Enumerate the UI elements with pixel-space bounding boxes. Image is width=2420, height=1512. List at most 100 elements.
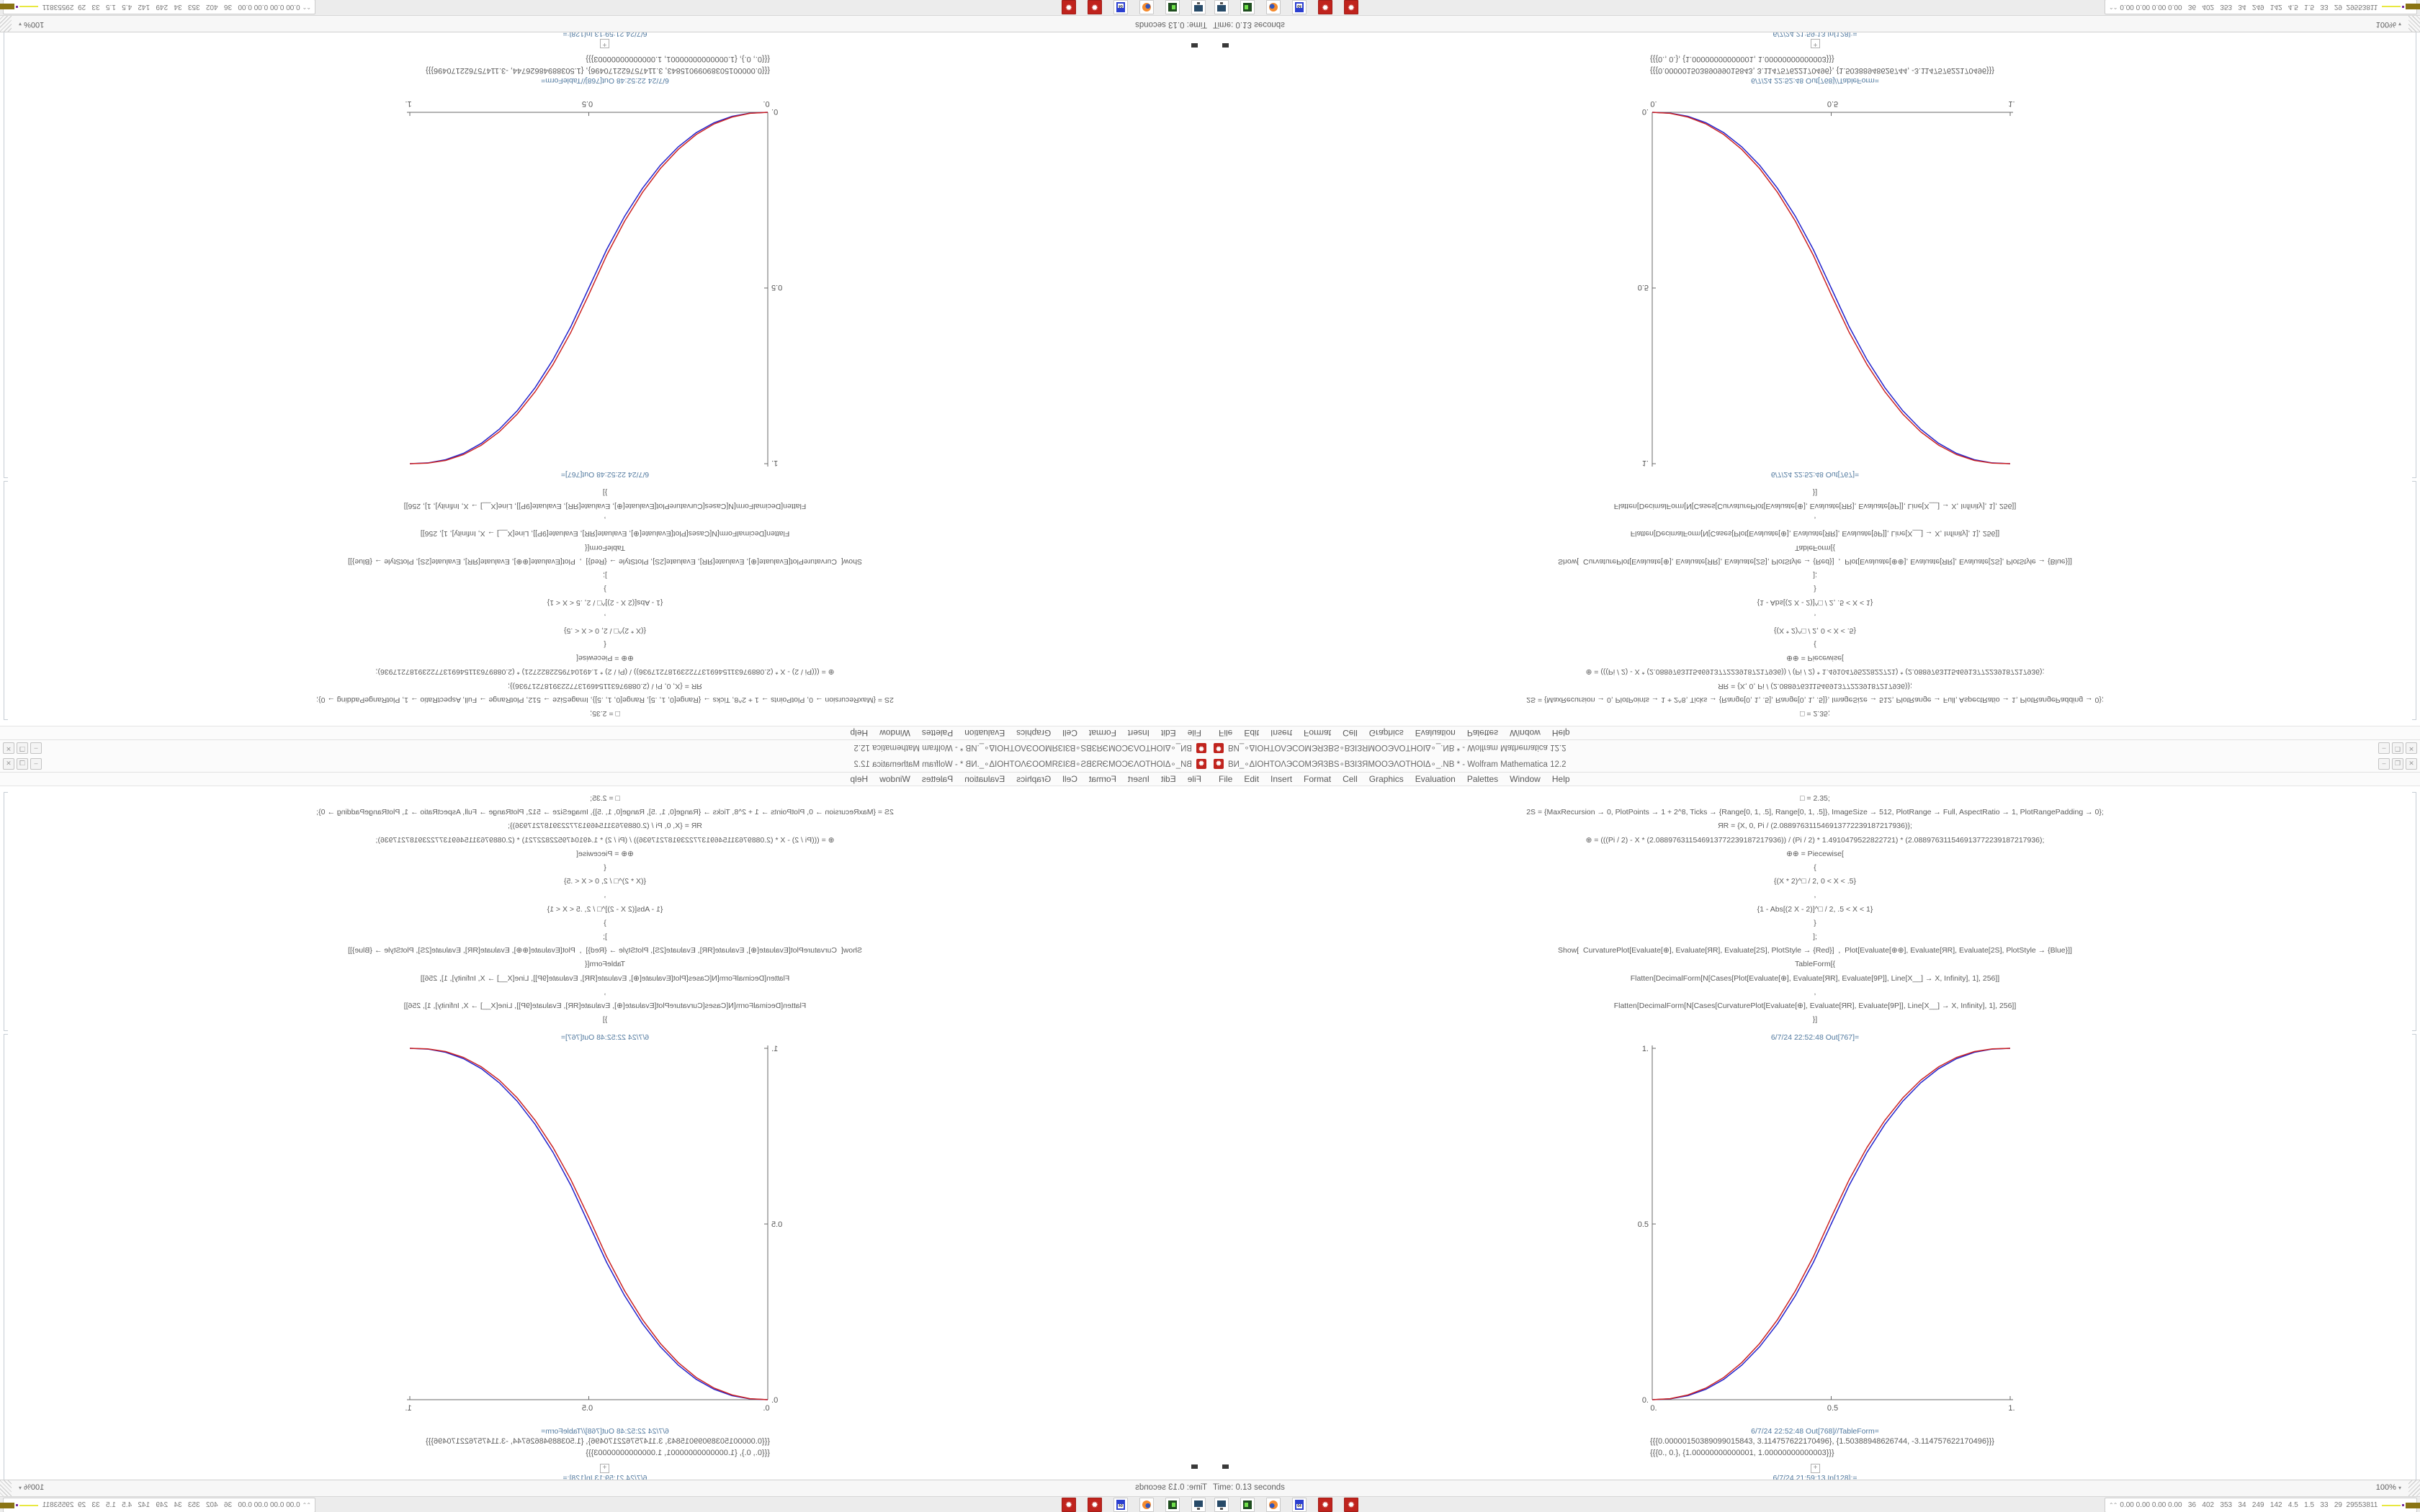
minimize-button[interactable]: –: [30, 742, 42, 754]
resize-grip[interactable]: [0, 1480, 12, 1496]
mathematica-icon[interactable]: ✹: [1318, 0, 1332, 14]
menu-item[interactable]: Palettes: [921, 728, 954, 738]
maximize-button[interactable]: ❐: [2392, 758, 2403, 770]
input-cell[interactable]: □ = 2.35; 2S = {MaxRecursion → 0, PlotPoi…: [0, 485, 1210, 720]
mathematica-icon[interactable]: ✹: [1318, 1498, 1332, 1512]
notebook-content[interactable]: □ = 2.35; 2S = {MaxRecursion → 0, PlotPoi…: [0, 786, 1210, 1480]
menu-item[interactable]: File: [1187, 774, 1201, 784]
menu-item[interactable]: Edit: [1244, 728, 1260, 738]
output-cell-bracket[interactable]: [2412, 1034, 2416, 1480]
input-cell-bracket[interactable]: [4, 792, 8, 1031]
minimize-button[interactable]: –: [2378, 742, 2390, 754]
input-cell[interactable]: □ = 2.35; 2S = {MaxRecursion → 0, PlotPoi…: [1210, 792, 2420, 1027]
firefox-icon[interactable]: [1266, 0, 1281, 14]
menu-item[interactable]: File: [1219, 774, 1233, 784]
notebook-content[interactable]: □ = 2.35; 2S = {MaxRecursion → 0, PlotPoi…: [0, 32, 1210, 726]
close-button[interactable]: ✕: [2406, 758, 2417, 770]
menu-item[interactable]: Palettes: [1466, 728, 1499, 738]
close-button[interactable]: ✕: [2406, 742, 2417, 754]
menu-item[interactable]: Evaluation: [1415, 728, 1456, 738]
mathematica-icon[interactable]: ✹: [1344, 1498, 1358, 1512]
menu-item[interactable]: Edit: [1160, 728, 1176, 738]
resize-grip[interactable]: [2408, 1480, 2420, 1496]
menu-item[interactable]: Cell: [1062, 774, 1077, 784]
menu-item[interactable]: Palettes: [1466, 774, 1499, 784]
floppy-disk-icon[interactable]: 64: [1113, 1498, 1128, 1512]
menu-item[interactable]: Evaluation: [964, 728, 1005, 738]
maximize-button[interactable]: ❐: [17, 758, 28, 770]
firefox-icon[interactable]: [1139, 0, 1154, 14]
insert-cell-plus-icon[interactable]: +: [600, 1464, 609, 1473]
menu-item[interactable]: Graphics: [1016, 728, 1052, 738]
close-button[interactable]: ✕: [3, 758, 14, 770]
menu-item[interactable]: File: [1219, 728, 1233, 738]
insert-cell-plus-icon[interactable]: +: [1811, 1464, 1820, 1473]
magnification-control[interactable]: 100% ▾: [19, 20, 44, 29]
menu-item[interactable]: Cell: [1062, 728, 1077, 738]
insert-cell-plus-icon[interactable]: +: [1811, 39, 1820, 48]
menu-item[interactable]: Insert: [1270, 728, 1293, 738]
magnification-control[interactable]: 100% ▾: [2376, 20, 2401, 29]
firefox-icon[interactable]: [1266, 1498, 1281, 1512]
menu-item[interactable]: Insert: [1127, 728, 1150, 738]
mathematica-icon[interactable]: ✹: [1088, 0, 1102, 14]
minimize-button[interactable]: –: [30, 758, 42, 770]
maximize-button[interactable]: ❐: [17, 742, 28, 754]
floppy-disk-icon[interactable]: 64: [1113, 0, 1128, 14]
terminal-icon[interactable]: [1165, 0, 1180, 14]
menu-item[interactable]: Evaluation: [964, 774, 1005, 784]
input-cell-bracket[interactable]: [2412, 792, 2416, 1031]
magnification-control[interactable]: 100% ▾: [2376, 1483, 2401, 1492]
menu-item[interactable]: Window: [879, 774, 910, 784]
mathematica-icon[interactable]: ✹: [1088, 1498, 1102, 1512]
input-cell[interactable]: □ = 2.35; 2S = {MaxRecursion → 0, PlotPoi…: [1210, 485, 2420, 720]
resize-grip[interactable]: [2408, 16, 2420, 32]
output-cell-bracket[interactable]: [2412, 32, 2416, 478]
menu-item[interactable]: Graphics: [1016, 774, 1052, 784]
menu-item[interactable]: Graphics: [1368, 774, 1404, 784]
menu-item[interactable]: Evaluation: [1415, 774, 1456, 784]
menu-item[interactable]: Help: [1551, 774, 1570, 784]
menu-item[interactable]: Edit: [1244, 774, 1260, 784]
menu-item[interactable]: Window: [1510, 774, 1541, 784]
terminal-icon[interactable]: [1240, 1498, 1255, 1512]
menu-item[interactable]: Window: [1510, 728, 1541, 738]
notebook-content[interactable]: □ = 2.35; 2S = {MaxRecursion → 0, PlotPoi…: [1210, 32, 2420, 726]
menu-item[interactable]: Help: [1551, 728, 1570, 738]
menu-item[interactable]: Insert: [1127, 774, 1150, 784]
resize-grip[interactable]: [0, 16, 12, 32]
display-icon[interactable]: [1214, 0, 1229, 14]
terminal-icon[interactable]: [1165, 1498, 1180, 1512]
menu-item[interactable]: Format: [1304, 774, 1332, 784]
menu-item[interactable]: Edit: [1160, 774, 1176, 784]
minimize-button[interactable]: –: [2378, 758, 2390, 770]
menu-item[interactable]: Palettes: [921, 774, 954, 784]
mathematica-icon[interactable]: ✹: [1062, 0, 1076, 14]
menu-item[interactable]: Window: [879, 728, 910, 738]
menu-item[interactable]: Cell: [1343, 728, 1358, 738]
menu-item[interactable]: Graphics: [1368, 728, 1404, 738]
mathematica-icon[interactable]: ✹: [1062, 1498, 1076, 1512]
display-icon[interactable]: [1191, 0, 1206, 14]
window-titlebar[interactable]: ✹ ВИ_∘ΔΙΟΗΤΟΛЭCOΜЭЯЗВЅ∘ВЗΙЗЯΜΟΟЭΛΟΤΗΟΙΔ∘…: [1210, 739, 2420, 756]
input-cell-bracket[interactable]: [4, 481, 8, 720]
insert-cell-plus-icon[interactable]: +: [600, 39, 609, 48]
maximize-button[interactable]: ❐: [2392, 742, 2403, 754]
display-icon[interactable]: [1214, 1498, 1229, 1512]
firefox-icon[interactable]: [1139, 1498, 1154, 1512]
menu-item[interactable]: Help: [850, 774, 869, 784]
menu-item[interactable]: Format: [1088, 774, 1116, 784]
magnification-control[interactable]: 100% ▾: [19, 1483, 44, 1492]
window-titlebar[interactable]: ✹ ВИ_∘ΔΙΟΗΤΟΛЭCOΜЭЯЗВЅ∘ВЗΙЗЯΜΟΟЭΛΟΤΗΟΙΔ∘…: [0, 739, 1210, 756]
display-icon[interactable]: [1191, 1498, 1206, 1512]
floppy-disk-icon[interactable]: 64: [1292, 1498, 1307, 1512]
input-cell[interactable]: □ = 2.35; 2S = {MaxRecursion → 0, PlotPoi…: [0, 792, 1210, 1027]
menu-item[interactable]: Help: [850, 728, 869, 738]
menu-item[interactable]: Format: [1088, 728, 1116, 738]
window-titlebar[interactable]: ✹ ВИ_∘ΔΙΟΗΤΟΛЭCOΜЭЯЗВЅ∘ВЗΙЗЯΜΟΟЭΛΟΤΗΟΙΔ∘…: [0, 756, 1210, 773]
menu-item[interactable]: Cell: [1343, 774, 1358, 784]
close-button[interactable]: ✕: [3, 742, 14, 754]
mathematica-icon[interactable]: ✹: [1344, 0, 1358, 14]
menu-item[interactable]: File: [1187, 728, 1201, 738]
window-titlebar[interactable]: ✹ ВИ_∘ΔΙΟΗΤΟΛЭCOΜЭЯЗВЅ∘ВЗΙЗЯΜΟΟЭΛΟΤΗΟΙΔ∘…: [1210, 756, 2420, 773]
